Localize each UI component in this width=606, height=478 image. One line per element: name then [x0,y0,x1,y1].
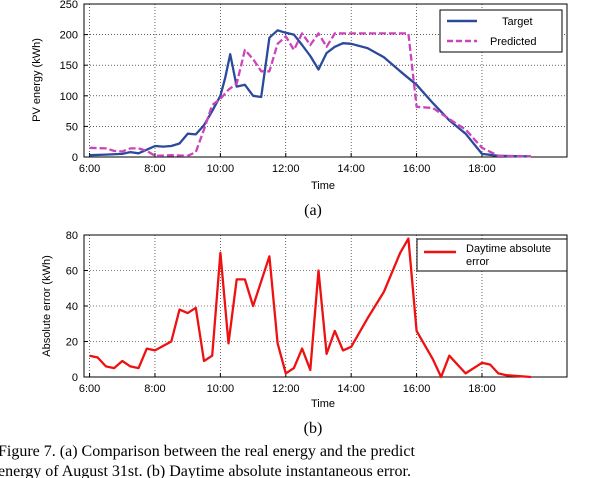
x-tick-label: 8:00 [144,163,165,175]
chart-b-legend: Daytime absolute error [416,238,568,272]
legend-label-error-line2: error [466,256,490,268]
x-tick-label: 8:00 [144,383,165,395]
x-tick-label: 14:00 [337,383,365,395]
y-tick-label: 200 [60,30,78,42]
y-tick-label: 40 [66,301,78,313]
chart-a-series [89,29,532,158]
legend-label-target: Target [502,16,533,28]
x-tick-label: 10:00 [207,163,235,175]
chart-a-plot-area [83,3,568,158]
y-tick-label: 100 [60,91,78,103]
chart-a-y-ticks: 0 50 100 150 200 250 [60,0,88,164]
x-tick-label: 6:00 [79,383,100,395]
chart-a-ylabel: PV energy (kWh) [31,38,43,122]
series-line-daytime-absolute-error [89,237,532,379]
figure-caption-line1: Figure 7. (a) Comparison between the rea… [0,443,415,460]
series-line-target [89,29,532,158]
chart-b-subfigure-label: (b) [304,420,323,437]
x-tick-label: 6:00 [79,163,100,175]
chart-b-xlabel: Time [311,398,335,410]
y-tick-label: 0 [72,372,78,384]
chart-a-legend-box [439,9,563,53]
chart-a: 0 50 100 150 200 250 6:00 8:00 10:00 12:00 14:00 1… [31,0,568,219]
x-tick-label: 14:00 [337,163,365,175]
series-line-predicted [89,32,532,158]
x-tick-label: 18:00 [468,163,496,175]
chart-a-subfigure-label: (a) [304,202,322,219]
x-tick-label: 10:00 [207,383,235,395]
x-tick-label: 12:00 [272,163,300,175]
figure-caption-line2: energy of August 31st. (b) Daytime absol… [0,463,411,478]
y-tick-label: 80 [66,230,78,242]
x-tick-label: 16:00 [403,383,431,395]
legend-label-error-line1: Daytime absolute [466,243,551,255]
x-tick-label: 18:00 [468,383,496,395]
chart-a-xlabel: Time [311,180,335,192]
chart-b: 0 20 40 60 80 6:00 8:00 10:00 12:00 14:00 16:00 18… [41,230,568,437]
x-tick-label: 16:00 [403,163,431,175]
y-tick-label: 60 [66,266,78,278]
chart-a-legend: Target Predicted [439,9,563,53]
y-tick-label: 0 [72,152,78,164]
legend-label-predicted: Predicted [490,36,536,48]
chart-b-series [89,237,532,379]
chart-b-x-ticks: 6:00 8:00 10:00 12:00 14:00 16:00 18:00 [79,373,496,395]
y-tick-label: 20 [66,337,78,349]
chart-b-y-ticks: 0 20 40 60 80 [66,230,88,384]
chart-b-legend-box [416,238,568,272]
y-tick-label: 250 [60,0,78,11]
chart-b-ylabel: Absolute error (kWh) [41,255,53,356]
x-tick-label: 12:00 [272,383,300,395]
chart-a-x-ticks: 6:00 8:00 10:00 12:00 14:00 16:00 18:00 [79,153,496,175]
y-tick-label: 150 [60,60,78,72]
y-tick-label: 50 [66,121,78,133]
